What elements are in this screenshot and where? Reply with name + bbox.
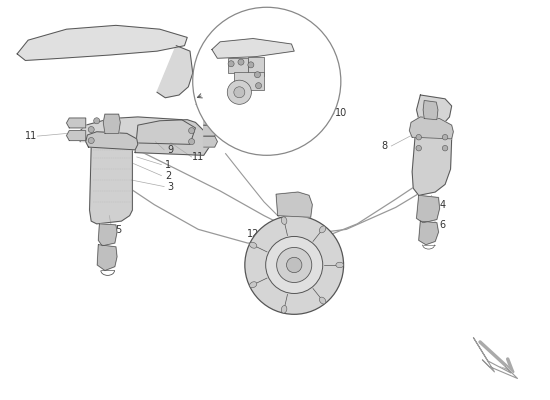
Polygon shape xyxy=(419,221,438,245)
Text: 3: 3 xyxy=(168,182,174,192)
Ellipse shape xyxy=(320,297,326,304)
Polygon shape xyxy=(97,245,117,270)
Text: 5: 5 xyxy=(116,226,122,236)
Polygon shape xyxy=(90,142,133,224)
Ellipse shape xyxy=(250,282,257,288)
Polygon shape xyxy=(204,125,217,136)
Circle shape xyxy=(416,134,421,140)
Text: 11: 11 xyxy=(192,152,204,162)
Circle shape xyxy=(248,62,254,68)
Polygon shape xyxy=(248,57,264,76)
Circle shape xyxy=(256,83,262,89)
Circle shape xyxy=(245,216,344,314)
Text: 7: 7 xyxy=(217,94,223,104)
Ellipse shape xyxy=(281,306,287,313)
Circle shape xyxy=(266,236,323,294)
Text: 1: 1 xyxy=(165,160,171,170)
Ellipse shape xyxy=(281,217,287,224)
Circle shape xyxy=(234,87,245,98)
Polygon shape xyxy=(67,118,86,128)
Circle shape xyxy=(189,128,195,134)
Polygon shape xyxy=(204,136,217,147)
Polygon shape xyxy=(412,126,452,195)
Circle shape xyxy=(88,126,94,132)
Polygon shape xyxy=(212,38,294,58)
Polygon shape xyxy=(234,72,264,90)
Polygon shape xyxy=(157,46,192,98)
Polygon shape xyxy=(67,131,86,140)
Text: 6: 6 xyxy=(439,220,446,230)
Polygon shape xyxy=(204,114,217,125)
Polygon shape xyxy=(78,117,195,144)
Circle shape xyxy=(189,138,195,145)
Circle shape xyxy=(442,146,448,151)
Polygon shape xyxy=(416,195,439,223)
Polygon shape xyxy=(17,25,187,60)
Circle shape xyxy=(228,61,234,67)
Polygon shape xyxy=(135,120,209,155)
Circle shape xyxy=(277,248,312,282)
Polygon shape xyxy=(228,58,248,73)
Ellipse shape xyxy=(250,242,257,248)
Circle shape xyxy=(227,80,251,104)
Polygon shape xyxy=(423,100,438,120)
Text: 4: 4 xyxy=(439,200,446,210)
Circle shape xyxy=(287,257,302,273)
Text: 2: 2 xyxy=(165,171,171,181)
Ellipse shape xyxy=(320,226,326,233)
Circle shape xyxy=(416,146,421,151)
Circle shape xyxy=(255,72,261,78)
Text: 11: 11 xyxy=(25,131,37,141)
Circle shape xyxy=(88,138,94,144)
Circle shape xyxy=(94,118,100,124)
Polygon shape xyxy=(474,338,518,378)
Polygon shape xyxy=(103,114,120,133)
Text: 10: 10 xyxy=(335,108,347,118)
Polygon shape xyxy=(98,224,117,246)
Text: 8: 8 xyxy=(382,141,388,151)
Polygon shape xyxy=(409,117,453,139)
Text: 12: 12 xyxy=(247,229,259,239)
Ellipse shape xyxy=(336,262,344,268)
Circle shape xyxy=(442,134,448,140)
Text: 9: 9 xyxy=(168,145,174,155)
Circle shape xyxy=(238,59,244,65)
Polygon shape xyxy=(276,192,312,217)
Polygon shape xyxy=(86,132,138,150)
Circle shape xyxy=(192,7,341,155)
Polygon shape xyxy=(416,95,452,132)
